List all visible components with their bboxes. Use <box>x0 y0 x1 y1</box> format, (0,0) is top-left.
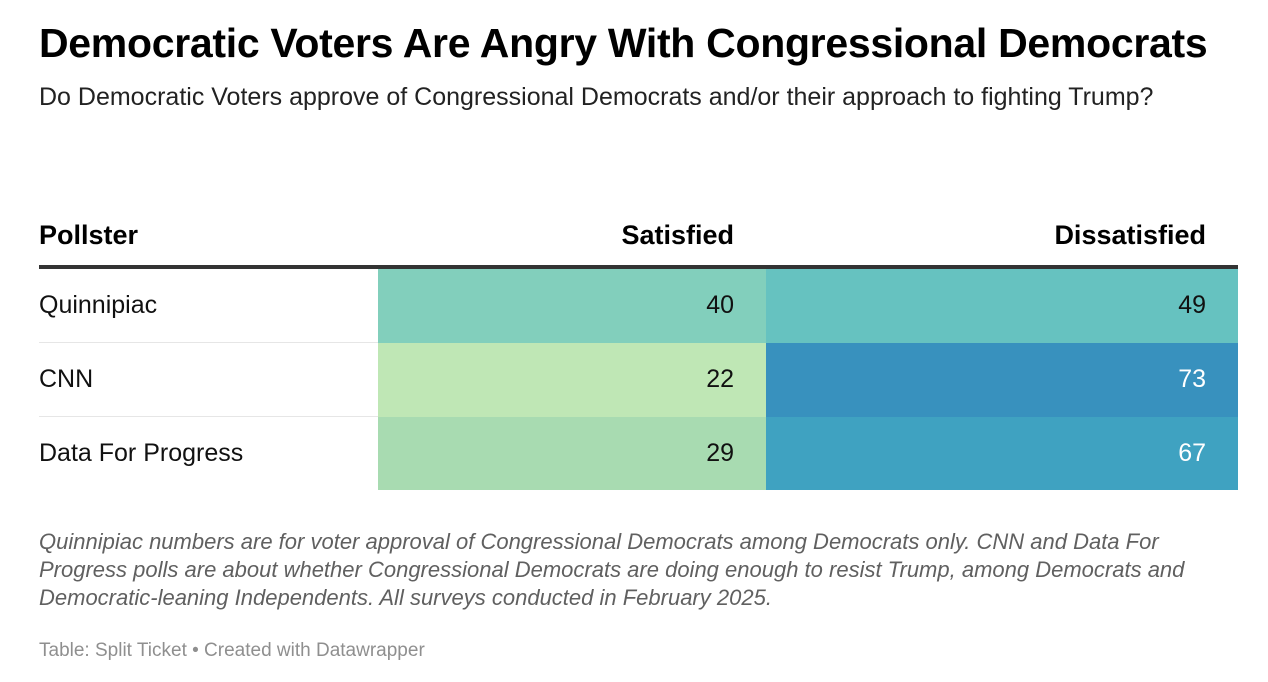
pollster-cell: Quinnipiac <box>39 267 378 343</box>
satisfied-cell: 29 <box>378 416 766 490</box>
dissatisfied-cell: 73 <box>766 342 1238 417</box>
table-row: Quinnipiac 40 49 <box>39 267 1238 343</box>
dissatisfied-cell: 67 <box>766 416 1238 490</box>
table-row: CNN 22 73 <box>39 342 1238 417</box>
chart-notes: Quinnipiac numbers are for voter approva… <box>39 529 1185 610</box>
column-header-pollster[interactable]: Pollster <box>39 208 378 269</box>
satisfied-cell: 40 <box>378 267 766 343</box>
column-header-dissatisfied[interactable]: Dissatisfied <box>766 208 1238 269</box>
chart-subtitle: Do Democratic Voters approve of Congress… <box>39 83 1154 111</box>
pollster-cell: CNN <box>39 342 378 417</box>
dissatisfied-cell: 49 <box>766 267 1238 343</box>
satisfied-cell: 22 <box>378 342 766 417</box>
table-header-row: Pollster Satisfied Dissatisfied <box>39 208 1238 269</box>
chart-source: Table: Split Ticket • Created with Dataw… <box>39 640 425 661</box>
table-row: Data For Progress 29 67 <box>39 416 1238 490</box>
pollster-cell: Data For Progress <box>39 439 244 467</box>
data-table: Pollster Satisfied Dissatisfied Quinnipi… <box>39 208 1238 490</box>
column-header-satisfied[interactable]: Satisfied <box>378 208 766 269</box>
chart-container: Democratic Voters Are Angry With Congres… <box>39 18 1238 661</box>
chart-title: Democratic Voters Are Angry With Congres… <box>39 20 1208 66</box>
